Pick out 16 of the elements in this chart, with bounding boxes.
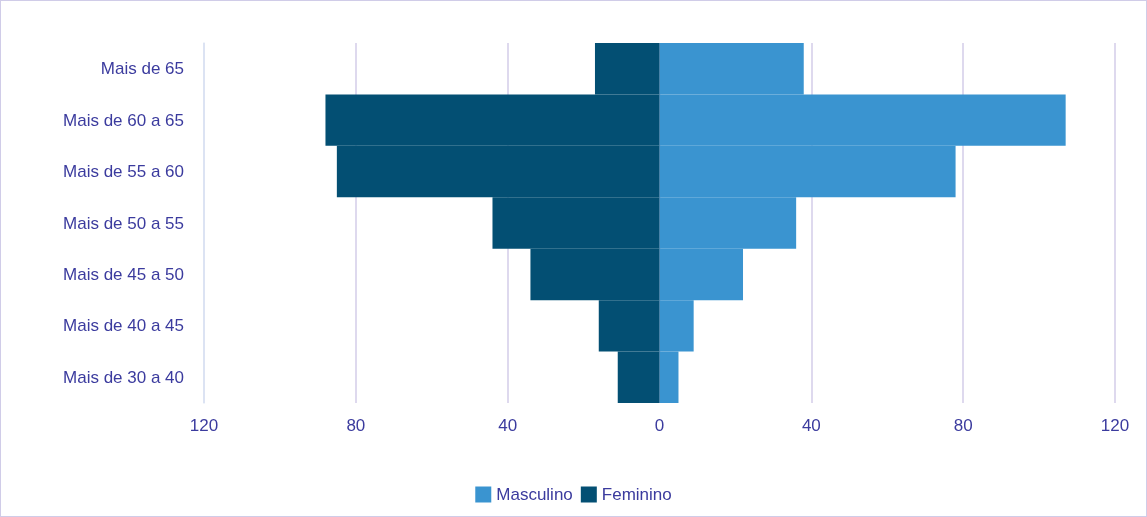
legend-label: Masculino: [496, 485, 573, 504]
x-tick-label: 120: [1100, 416, 1130, 435]
x-tick-label: 0: [654, 416, 665, 435]
y-tick-label: Mais de 40 a 45: [63, 316, 184, 336]
y-tick-label: Mais de 30 a 40: [63, 367, 184, 387]
y-tick-label: Mais de 60 a 65: [63, 110, 184, 130]
x-tick-label: 80: [953, 416, 973, 435]
x-tick-label: 120: [189, 416, 219, 435]
legend-label: Feminino: [601, 485, 672, 504]
y-tick-label: Mais de 65: [100, 59, 184, 79]
x-tick-label: 40: [498, 416, 518, 435]
x-tick-label: 80: [346, 416, 366, 435]
y-tick-label: Mais de 55 a 60: [63, 162, 184, 182]
x-tick-label: 40: [801, 416, 821, 435]
y-tick-label: Mais de 50 a 55: [63, 213, 184, 233]
y-tick-label: Mais de 45 a 50: [63, 264, 184, 284]
